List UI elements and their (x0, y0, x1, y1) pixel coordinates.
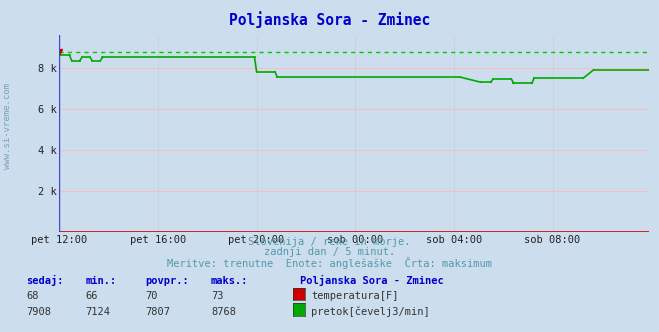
Text: Slovenija / reke in morje.: Slovenija / reke in morje. (248, 237, 411, 247)
Text: Poljanska Sora - Zminec: Poljanska Sora - Zminec (300, 275, 444, 286)
Text: 68: 68 (26, 291, 39, 301)
Text: 70: 70 (145, 291, 158, 301)
Text: pretok[čevelj3/min]: pretok[čevelj3/min] (311, 306, 430, 317)
Text: 7807: 7807 (145, 307, 170, 317)
Text: 7124: 7124 (86, 307, 111, 317)
Text: 8768: 8768 (211, 307, 236, 317)
Text: zadnji dan / 5 minut.: zadnji dan / 5 minut. (264, 247, 395, 257)
Text: min.:: min.: (86, 276, 117, 286)
Text: Poljanska Sora - Zminec: Poljanska Sora - Zminec (229, 12, 430, 29)
Text: maks.:: maks.: (211, 276, 248, 286)
Text: www.si-vreme.com: www.si-vreme.com (3, 83, 13, 169)
Text: sedaj:: sedaj: (26, 275, 64, 286)
Text: Meritve: trenutne  Enote: anglešaške  Črta: maksimum: Meritve: trenutne Enote: anglešaške Črta… (167, 257, 492, 269)
Text: povpr.:: povpr.: (145, 276, 188, 286)
Text: 66: 66 (86, 291, 98, 301)
Text: 7908: 7908 (26, 307, 51, 317)
Text: temperatura[F]: temperatura[F] (311, 291, 399, 301)
Text: 73: 73 (211, 291, 223, 301)
